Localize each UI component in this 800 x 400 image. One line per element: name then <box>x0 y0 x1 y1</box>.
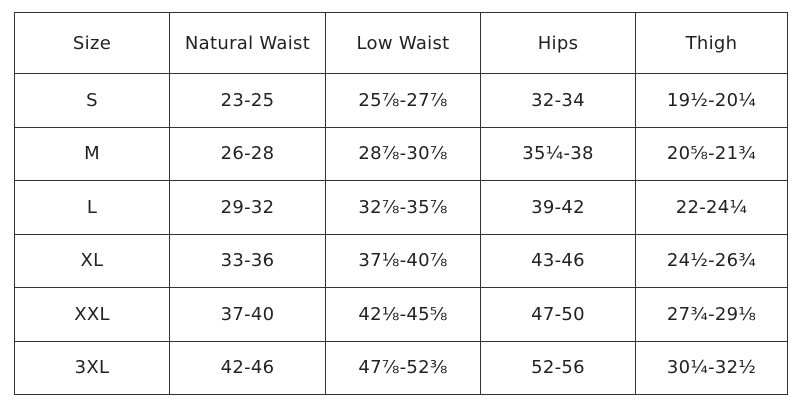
measure-cell: 30¼-32½ <box>635 340 788 395</box>
header-cell: Size <box>14 12 170 74</box>
measure-cell: 24½-26¾ <box>635 233 788 288</box>
measure-cell: 23-25 <box>169 73 326 128</box>
measure-cell: 32⅞-35⅞ <box>325 180 481 235</box>
measure-cell: 33-36 <box>169 233 326 288</box>
table-body: S 23-25 25⅞-27⅞ 32-34 19½-20¼ M 26-28 28⅞-30⅞ 35… <box>14 73 788 395</box>
table-row: L 29-32 32⅞-35⅞ 39-42 22-24¼ <box>14 180 788 235</box>
size-cell: M <box>14 126 170 181</box>
size-cell: S <box>14 73 170 128</box>
measure-cell: 19½-20¼ <box>635 73 788 128</box>
table-row: S 23-25 25⅞-27⅞ 32-34 19½-20¼ <box>14 73 788 128</box>
measure-cell: 52-56 <box>480 340 636 395</box>
header-cell: Thigh <box>635 12 788 74</box>
measure-cell: 32-34 <box>480 73 636 128</box>
measure-cell: 39-42 <box>480 180 636 235</box>
measure-cell: 42-46 <box>169 340 326 395</box>
measure-cell: 42⅛-45⅝ <box>325 287 481 342</box>
table-row: XL 33-36 37⅛-40⅞ 43-46 24½-26¾ <box>14 233 788 288</box>
table-row: M 26-28 28⅞-30⅞ 35¼-38 20⅝-21¾ <box>14 126 788 181</box>
measure-cell: 37-40 <box>169 287 326 342</box>
measure-cell: 47⅞-52⅜ <box>325 340 481 395</box>
table-row: XXL 37-40 42⅛-45⅝ 47-50 27¾-29⅛ <box>14 287 788 342</box>
measure-cell: 43-46 <box>480 233 636 288</box>
size-cell: 3XL <box>14 340 170 395</box>
table-header: Size Natural Waist Low Waist Hips Thigh <box>14 12 788 74</box>
header-cell: Natural Waist <box>169 12 326 74</box>
measure-cell: 27¾-29⅛ <box>635 287 788 342</box>
size-cell: XXL <box>14 287 170 342</box>
measure-cell: 25⅞-27⅞ <box>325 73 481 128</box>
measure-cell: 22-24¼ <box>635 180 788 235</box>
measure-cell: 26-28 <box>169 126 326 181</box>
header-cell: Low Waist <box>325 12 481 74</box>
header-cell: Hips <box>480 12 636 74</box>
measure-cell: 20⅝-21¾ <box>635 126 788 181</box>
measure-cell: 47-50 <box>480 287 636 342</box>
measure-cell: 29-32 <box>169 180 326 235</box>
size-table: Size Natural Waist Low Waist Hips Thigh S 23-… <box>14 12 788 395</box>
measure-cell: 35¼-38 <box>480 126 636 181</box>
size-cell: XL <box>14 233 170 288</box>
measure-cell: 28⅞-30⅞ <box>325 126 481 181</box>
measure-cell: 37⅛-40⅞ <box>325 233 481 288</box>
size-cell: L <box>14 180 170 235</box>
header-row: Size Natural Waist Low Waist Hips Thigh <box>14 12 788 74</box>
table-row: 3XL 42-46 47⅞-52⅜ 52-56 30¼-32½ <box>14 340 788 395</box>
